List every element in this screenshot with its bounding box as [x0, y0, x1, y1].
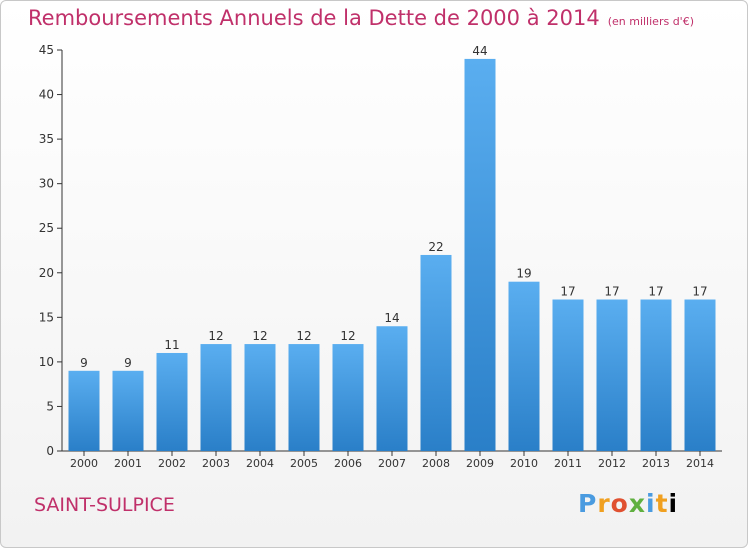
value-label-2010: 19: [516, 267, 531, 281]
bar-2014: [684, 299, 716, 451]
logo-letter: P: [578, 489, 598, 518]
x-tick-label-2004: 2004: [246, 457, 274, 470]
value-label-2007: 14: [384, 311, 399, 325]
value-label-2003: 12: [208, 329, 223, 343]
chart-title-text: Remboursements Annuels de la Dette de 20…: [28, 6, 600, 30]
x-tick-label-2010: 2010: [510, 457, 538, 470]
value-label-2006: 12: [340, 329, 355, 343]
x-tick-label-2011: 2011: [554, 457, 582, 470]
value-label-2000: 9: [80, 356, 88, 370]
value-label-2014: 17: [692, 285, 707, 299]
bar-2009: [464, 58, 496, 452]
x-tick-label-2002: 2002: [158, 457, 186, 470]
bars: [68, 58, 716, 452]
y-tick-label: 5: [46, 399, 54, 413]
value-label-2002: 11: [164, 338, 179, 352]
x-tick-label-2008: 2008: [422, 457, 450, 470]
bar-2005: [288, 344, 320, 451]
value-label-2005: 12: [296, 329, 311, 343]
value-label-2013: 17: [648, 285, 663, 299]
x-tick-label-2007: 2007: [378, 457, 406, 470]
y-tick-label: 45: [39, 43, 54, 57]
logo-letter: i: [668, 489, 679, 518]
y-tick-label: 10: [39, 355, 54, 369]
y-tick-label: 40: [39, 88, 54, 102]
x-tick-label-2000: 2000: [70, 457, 98, 470]
x-tick-label-2006: 2006: [334, 457, 362, 470]
bar-2010: [508, 281, 540, 451]
logo-letter: i: [646, 489, 656, 518]
x-tick-label-2001: 2001: [114, 457, 142, 470]
city-name: SAINT-SULPICE: [34, 494, 175, 516]
y-tick-label: 30: [39, 177, 54, 191]
bar-2003: [200, 344, 232, 451]
logo-letter: o: [610, 489, 629, 518]
value-label-2008: 22: [428, 240, 443, 254]
bar-2004: [244, 344, 276, 451]
proxiti-logo: Proxiti: [578, 489, 678, 518]
bar-2011: [552, 299, 584, 451]
value-label-2001: 9: [124, 356, 132, 370]
y-tick-label: 35: [39, 132, 54, 146]
bar-2001: [112, 370, 144, 451]
y-tick-label: 0: [46, 444, 54, 458]
logo-letter: x: [628, 489, 646, 518]
x-tick-label-2009: 2009: [466, 457, 494, 470]
y-tick-label: 20: [39, 266, 54, 280]
x-tick-label-2003: 2003: [202, 457, 230, 470]
chart-title: Remboursements Annuels de la Dette de 20…: [28, 6, 694, 30]
bar-2006: [332, 344, 364, 451]
bar-2002: [156, 352, 188, 451]
x-tick-label-2012: 2012: [598, 457, 626, 470]
x-tick-label-2005: 2005: [290, 457, 318, 470]
bar-2008: [420, 254, 452, 451]
y-tick-label: 15: [39, 310, 54, 324]
logo-letter: t: [655, 489, 669, 518]
value-label-2011: 17: [560, 285, 575, 299]
logo-letter: r: [597, 489, 611, 518]
bar-2000: [68, 370, 100, 451]
x-tick-label-2014: 2014: [686, 457, 714, 470]
value-label-2009: 44: [472, 44, 487, 58]
y-tick-label: 25: [39, 221, 54, 235]
bar-2007: [376, 326, 408, 451]
bar-2012: [596, 299, 628, 451]
value-label-2012: 17: [604, 285, 619, 299]
chart-unit: (en milliers d'€): [607, 15, 694, 28]
labels: 9 2000 9 2001 11 2002 12 2003 12 2004 12 2005 12 2006…: [70, 44, 714, 470]
bar-2013: [640, 299, 672, 451]
x-tick-label-2013: 2013: [642, 457, 670, 470]
value-label-2004: 12: [252, 329, 267, 343]
